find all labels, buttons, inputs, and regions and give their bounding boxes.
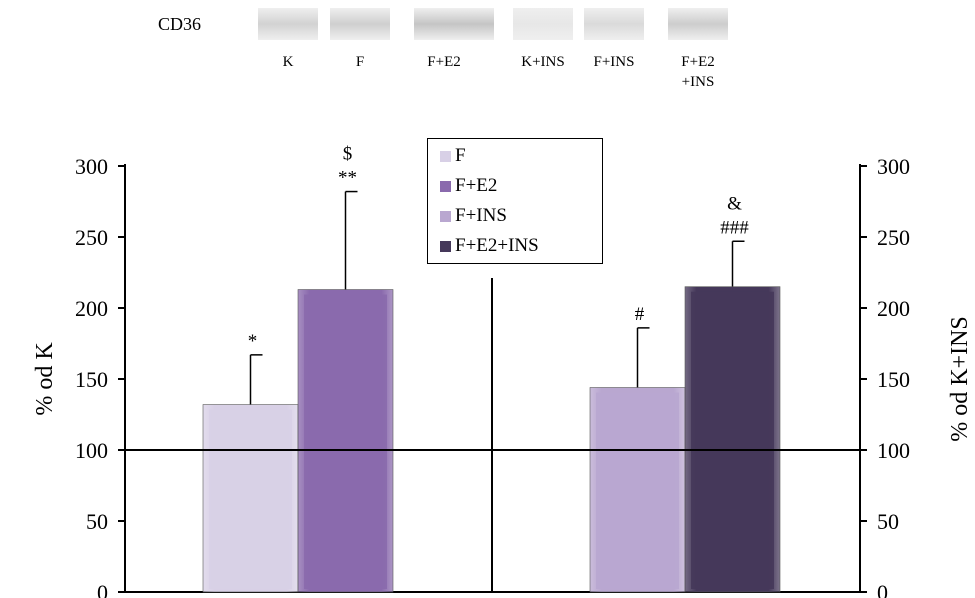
legend-swatch [440, 210, 451, 222]
right-tick-label: 150 [877, 367, 910, 392]
bar-face [691, 291, 774, 589]
blot-band [330, 8, 390, 40]
right-tick-label: 200 [877, 296, 910, 321]
right-tick-label: 300 [877, 154, 910, 179]
bar-face [304, 294, 387, 589]
legend-label: F+INS [455, 205, 507, 226]
blot-lane-label: F [355, 54, 365, 70]
blot-lane-label: K+INS [521, 54, 565, 70]
legend-swatch [440, 240, 451, 252]
legend-item: F [440, 141, 602, 171]
blot-protein-label: CD36 [158, 14, 202, 34]
right-tick-label: 250 [877, 225, 910, 250]
bar-face [596, 392, 679, 589]
right-tick-label: 50 [877, 509, 899, 534]
right-axis-title: % od K+INS [947, 316, 973, 442]
legend-item: F+INS [440, 201, 602, 231]
right-tick-label: 0 [877, 580, 888, 598]
chart-legend: F F+E2 F+INS F+E2+INS [427, 138, 603, 264]
left-tick-label: 0 [97, 580, 108, 598]
bar-face [209, 409, 292, 589]
left-tick-label: 200 [75, 296, 108, 321]
left-axis-title: % od K [32, 342, 58, 416]
significance-marker: * [248, 331, 258, 352]
blot-lane-label: F+INS [593, 54, 635, 70]
significance-marker: & [727, 193, 742, 214]
significance-marker: ** [338, 168, 357, 189]
blot-band [414, 8, 494, 40]
legend-label: F+E2 [455, 175, 498, 196]
blot-band [668, 8, 728, 40]
blot-lane-label: F+E2 +INS [681, 54, 715, 90]
legend-swatch [440, 150, 451, 162]
legend-label: F [455, 145, 466, 166]
western-blot-panel: CD36 K F F+E2 K+INS F+INS F+E2 +INS [0, 0, 975, 110]
left-tick-label: 100 [75, 438, 108, 463]
significance-marker: $ [343, 144, 353, 165]
blot-lane-label: F+E2 [427, 54, 461, 70]
significance-marker: # [635, 304, 645, 325]
legend-label: F+E2+INS [455, 235, 539, 256]
left-tick-label: 50 [86, 509, 108, 534]
blot-band [584, 8, 644, 40]
blot-band [258, 8, 318, 40]
left-tick-label: 250 [75, 225, 108, 250]
legend-item: F+E2+INS [440, 231, 602, 261]
left-tick-label: 300 [75, 154, 108, 179]
left-tick-label: 150 [75, 367, 108, 392]
significance-marker: ### [720, 217, 749, 238]
blot-band [513, 8, 573, 40]
legend-swatch [440, 180, 451, 192]
blot-lane-label: K [282, 54, 294, 70]
right-tick-label: 100 [877, 438, 910, 463]
legend-item: F+E2 [440, 171, 602, 201]
